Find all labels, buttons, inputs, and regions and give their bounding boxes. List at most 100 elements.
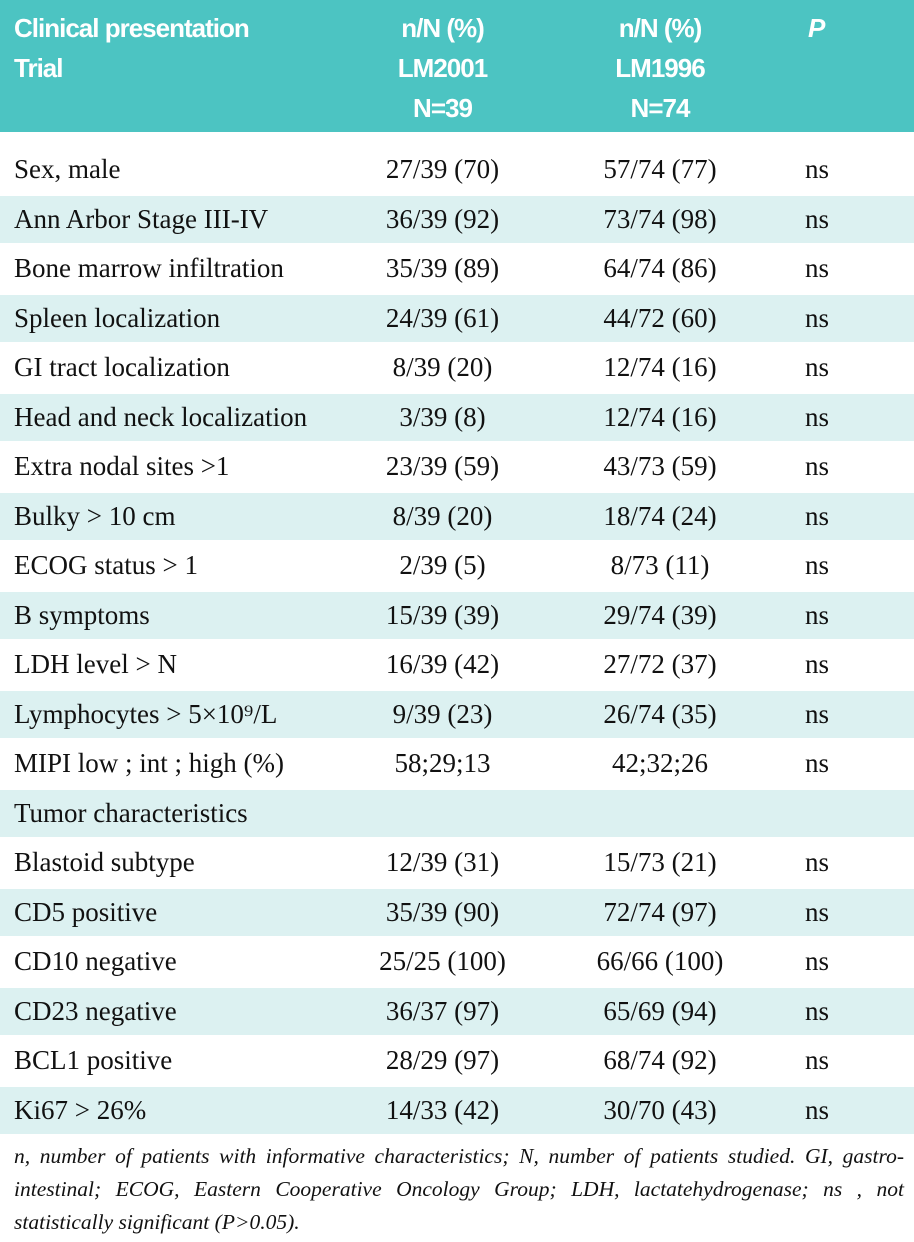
cell-value: 15/39 (39) bbox=[385, 599, 500, 630]
cell-value: 28/29 (97) bbox=[385, 1045, 500, 1075]
table-row: Lymphocytes > 5×10⁹/L 9/39 (23) 26/74 (35)… bbox=[0, 690, 914, 740]
cell-value: ns bbox=[805, 698, 830, 729]
row-label: MIPI low ; int ; high (%) bbox=[14, 748, 284, 778]
cell-value: ns bbox=[805, 500, 830, 531]
table-row: Tumor characteristics bbox=[0, 789, 914, 839]
table-row: MIPI low ; int ; high (%) 58;29;13 42;32;2… bbox=[0, 740, 914, 790]
table-row: Head and neck localization 3/39 (8) 12/74 … bbox=[0, 393, 914, 443]
cell-value: ns bbox=[805, 550, 830, 580]
cell-value: 65/69 (94) bbox=[603, 995, 717, 1026]
row-label: BCL1 positive bbox=[14, 1045, 173, 1075]
cell-value: 68/74 (92) bbox=[603, 1045, 717, 1075]
header-line: n/N (%) bbox=[401, 13, 485, 43]
cell-value: 44/72 (60) bbox=[603, 302, 717, 333]
cell-value: 2/39 (5) bbox=[399, 550, 486, 580]
header-cell: n/N (%) LM2001 N=39 bbox=[340, 8, 545, 128]
cell-value: ns bbox=[805, 995, 830, 1026]
table-row: Extra nodal sites >1 23/39 (59) 43/73 (59)… bbox=[0, 443, 914, 493]
header-line: Clinical presentation bbox=[14, 13, 250, 43]
row-label: Lymphocytes > 5×10⁹/L bbox=[14, 698, 278, 729]
header-line: LM2001 bbox=[397, 53, 488, 83]
table-row: Ki67 > 26% 14/33 (42) 30/70 (43) ns bbox=[0, 1086, 914, 1136]
cell-value: 23/39 (59) bbox=[385, 451, 500, 481]
table-row: Bone marrow infiltration 35/39 (89) 64/74 … bbox=[0, 245, 914, 295]
cell-value: 72/74 (97) bbox=[603, 896, 717, 927]
cell-value: ns bbox=[805, 401, 830, 432]
cell-value: 16/39 (42) bbox=[385, 649, 500, 679]
cell-value: 66/66 (100) bbox=[596, 946, 724, 976]
cell-value: 24/39 (61) bbox=[385, 302, 500, 333]
cell-value: 43/73 (59) bbox=[603, 451, 717, 481]
cell-value: 25/25 (100) bbox=[379, 946, 506, 976]
cell-value: 12/74 (16) bbox=[603, 352, 717, 382]
cell-value: 42;32;26 bbox=[611, 748, 708, 778]
cell-value: ns bbox=[805, 649, 830, 679]
table-row: Blastoid subtype 12/39 (31) 15/73 (21) ns bbox=[0, 839, 914, 889]
cell-value: ns bbox=[805, 946, 830, 976]
cell-value: ns bbox=[805, 1045, 830, 1075]
cell-value: ns bbox=[805, 896, 830, 927]
row-label: ECOG status > 1 bbox=[14, 550, 198, 580]
row-label: LDH level > N bbox=[14, 649, 177, 679]
header-line: n/N (%) bbox=[618, 13, 703, 43]
cell-value: ns bbox=[805, 451, 830, 481]
cell-value: 15/73 (21) bbox=[603, 847, 717, 877]
table-row: LDH level > N 16/39 (42) 27/72 (37) ns bbox=[0, 641, 914, 691]
row-label: GI tract localization bbox=[14, 352, 230, 382]
row-label: Head and neck localization bbox=[14, 401, 308, 432]
header-cell: Clinical presentation Trial bbox=[14, 8, 344, 88]
row-label: Bone marrow infiltration bbox=[14, 253, 284, 283]
cell-value: 57/74 (77) bbox=[603, 154, 717, 184]
header-line: N=74 bbox=[630, 93, 691, 123]
row-label: Blastoid subtype bbox=[14, 847, 195, 877]
row-label: Bulky > 10 cm bbox=[14, 500, 176, 531]
cell-value: 8/39 (20) bbox=[392, 352, 493, 382]
cell-value: ns bbox=[805, 847, 830, 877]
cell-value: 64/74 (86) bbox=[603, 253, 717, 283]
row-label: B symptoms bbox=[14, 599, 150, 630]
cell-value: 30/70 (43) bbox=[603, 1094, 717, 1125]
cell-value: 35/39 (90) bbox=[385, 896, 500, 927]
table-row: B symptoms 15/39 (39) 29/74 (39) ns bbox=[0, 591, 914, 641]
row-label: CD10 negative bbox=[14, 946, 177, 976]
table-row: CD23 negative 36/37 (97) 65/69 (94) ns bbox=[0, 987, 914, 1037]
table-header: Clinical presentation Trial n/N (%) LM2001 N… bbox=[0, 0, 914, 132]
table-row: ECOG status > 1 2/39 (5) 8/73 (11) ns bbox=[0, 542, 914, 592]
row-label: Sex, male bbox=[14, 154, 121, 184]
cell-value: ns bbox=[805, 599, 830, 630]
row-label: Ann Arbor Stage III-IV bbox=[14, 203, 269, 234]
header-line: N=39 bbox=[413, 93, 473, 123]
cell-value: 8/39 (20) bbox=[392, 500, 493, 531]
table-row: Sex, male 27/39 (70) 57/74 (77) ns bbox=[0, 146, 914, 196]
cell-value: 73/74 (98) bbox=[603, 203, 717, 234]
header-cell: n/N (%) LM1996 N=74 bbox=[555, 8, 765, 128]
header-cell: P bbox=[808, 8, 908, 48]
footnote: n, number of patients with informative c… bbox=[14, 1144, 904, 1234]
table-row: CD5 positive 35/39 (90) 72/74 (97) ns bbox=[0, 888, 914, 938]
table-row: BCL1 positive 28/29 (97) 68/74 (92) ns bbox=[0, 1037, 914, 1087]
cell-value: ns bbox=[805, 352, 830, 382]
cell-value: ns bbox=[805, 1094, 830, 1125]
cell-value: 18/74 (24) bbox=[603, 500, 717, 531]
cell-value: 3/39 (8) bbox=[399, 401, 486, 432]
cell-value: 36/37 (97) bbox=[385, 995, 500, 1026]
cell-value: 35/39 (89) bbox=[385, 253, 500, 283]
cell-value: 9/39 (23) bbox=[392, 698, 493, 729]
cell-value: ns bbox=[805, 302, 830, 333]
header-line: LM1996 bbox=[615, 53, 705, 83]
table-row: Bulky > 10 cm 8/39 (20) 18/74 (24) ns bbox=[0, 492, 914, 542]
table-row: GI tract localization 8/39 (20) 12/74 (16)… bbox=[0, 344, 914, 394]
cell-value: 14/33 (42) bbox=[385, 1094, 500, 1125]
cell-value: ns bbox=[805, 154, 830, 184]
row-label: CD23 negative bbox=[14, 995, 177, 1026]
cell-value: 12/74 (16) bbox=[603, 401, 717, 432]
header-line: P bbox=[808, 13, 825, 43]
cell-value: 26/74 (35) bbox=[603, 698, 717, 729]
table-row: Spleen localization 24/39 (61) 44/72 (60) n… bbox=[0, 294, 914, 344]
row-label: CD5 positive bbox=[14, 896, 158, 927]
cell-value: ns bbox=[805, 203, 830, 234]
row-label: Extra nodal sites >1 bbox=[14, 451, 230, 481]
row-label: Ki67 > 26% bbox=[14, 1094, 147, 1125]
row-label: Tumor characteristics bbox=[14, 797, 248, 828]
